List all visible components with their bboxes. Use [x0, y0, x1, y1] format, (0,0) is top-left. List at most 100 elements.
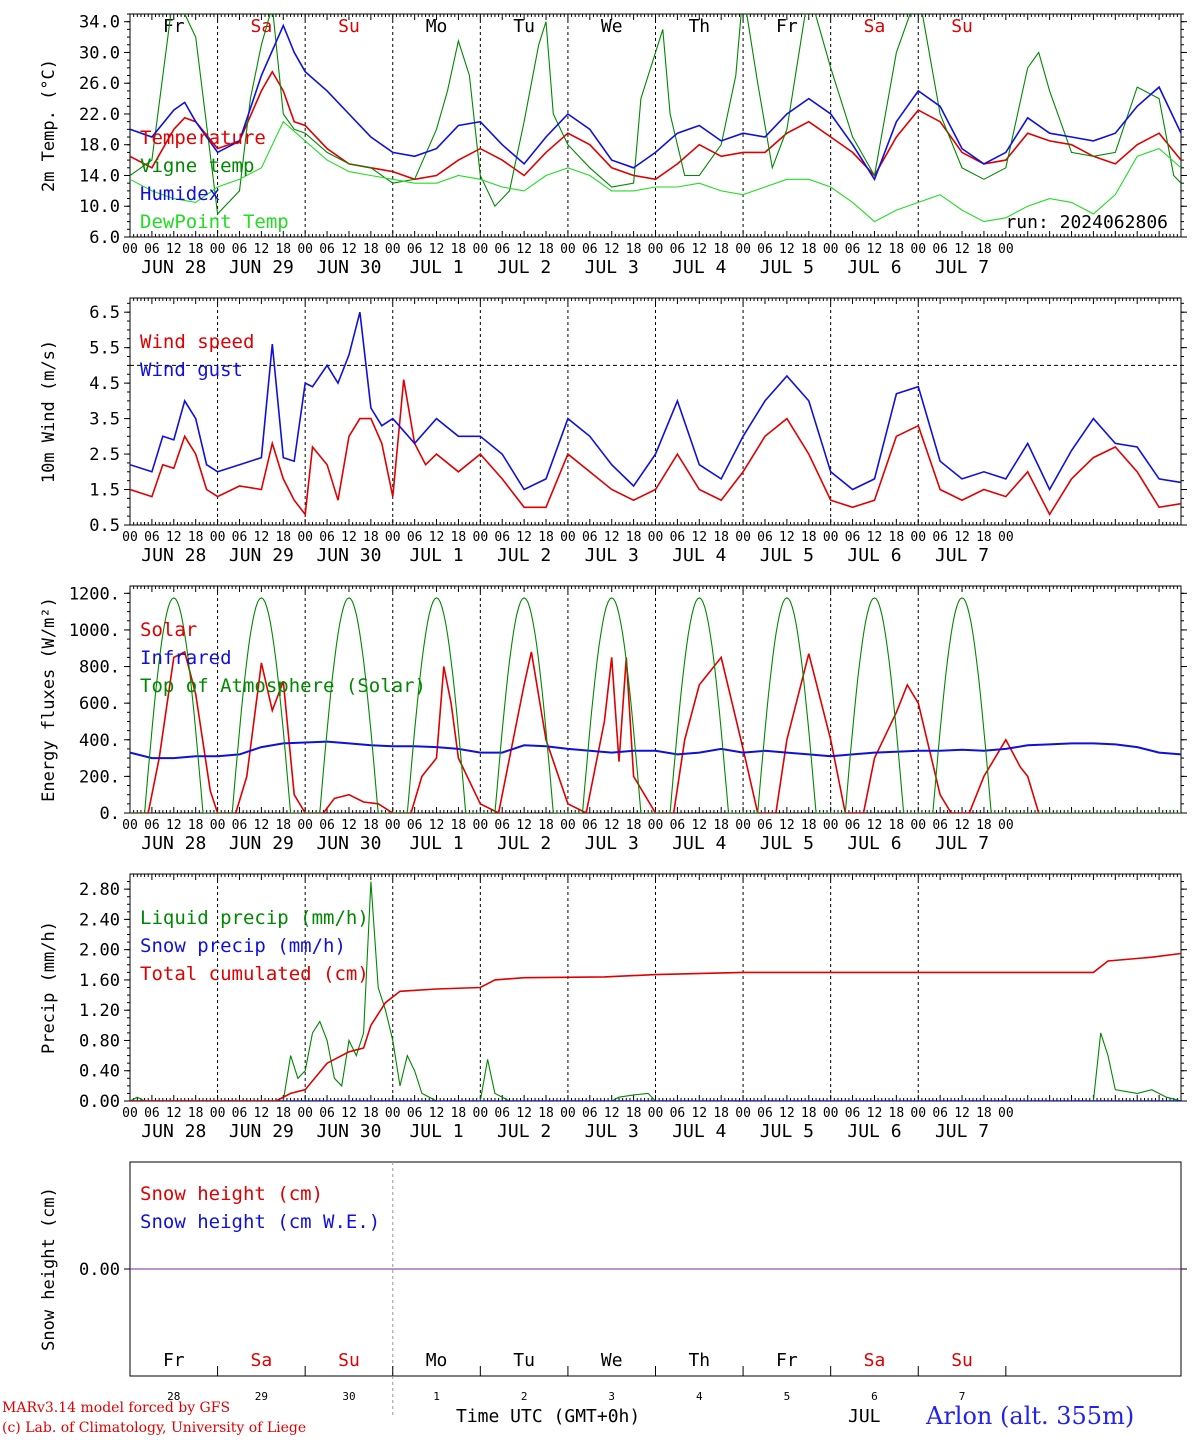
hour-label: 18 [275, 242, 291, 257]
hour-label: 18 [801, 530, 817, 545]
date-label: JUN 29 [229, 1121, 294, 1142]
hour-label: 18 [801, 818, 817, 833]
y-tick-label: 2.00 [79, 941, 120, 961]
hour-label: 12 [166, 530, 182, 545]
y-tick-label: 18.0 [79, 136, 120, 156]
hour-label: 12 [954, 242, 970, 257]
hour-label: 06 [845, 818, 861, 833]
hour-label: 06 [582, 242, 598, 257]
series-wind-speed [130, 379, 1181, 517]
hour-label: 00 [210, 1106, 226, 1121]
hour-label: 18 [713, 818, 729, 833]
hour-label: 12 [867, 1106, 883, 1121]
hour-label: 00 [297, 818, 313, 833]
hour-label: 18 [188, 1106, 204, 1121]
credit-lab: (c) Lab. of Climatology, University of L… [2, 1420, 307, 1436]
hour-label: 06 [232, 1106, 248, 1121]
legend-vigne-temp: Vigne temp [140, 155, 254, 177]
day-of-week-label: Fr [163, 16, 185, 37]
date-label: JUL 1 [409, 257, 463, 278]
date-label: JUL 5 [760, 257, 814, 278]
legend-humidex: Humidex [140, 183, 220, 205]
hour-label: 06 [319, 530, 335, 545]
hour-label: 00 [998, 1106, 1014, 1121]
hour-label: 06 [407, 1106, 423, 1121]
hour-label: 06 [845, 242, 861, 257]
hour-label: 00 [823, 242, 839, 257]
hour-label: 06 [582, 818, 598, 833]
hour-label: 12 [691, 530, 707, 545]
date-label: JUL 6 [847, 1121, 901, 1142]
hour-label: 12 [341, 1106, 357, 1121]
day-of-week-label: Fr [776, 16, 798, 37]
hour-label: 18 [889, 530, 905, 545]
hour-label: 00 [473, 818, 489, 833]
y-tick-label: 600. [79, 694, 120, 714]
hour-label: 00 [385, 818, 401, 833]
hour-label: 06 [144, 242, 160, 257]
series-humidex [130, 23, 1181, 182]
credit-model: MARv3.14 model forced by GFS [2, 1400, 231, 1416]
hour-label: 12 [429, 242, 445, 257]
hour-label: 00 [297, 242, 313, 257]
date-label: JUN 30 [316, 1121, 381, 1142]
hour-label: 18 [713, 1106, 729, 1121]
hour-label: 00 [648, 530, 664, 545]
y-tick-label: 0.00 [79, 1260, 120, 1280]
hour-label: 06 [670, 1106, 686, 1121]
day-number-label: 3 [608, 1390, 615, 1403]
hour-label: 00 [473, 1106, 489, 1121]
date-label: JUL 3 [585, 1121, 639, 1142]
hour-label: 18 [976, 818, 992, 833]
hour-label: 18 [801, 1106, 817, 1121]
hour-label: 00 [648, 1106, 664, 1121]
hour-label: 00 [560, 242, 576, 257]
hour-label: 12 [867, 818, 883, 833]
hour-label: 00 [122, 530, 138, 545]
hour-label: 00 [385, 242, 401, 257]
panel-temp: 00 06 12 18 00 06 12 18 00 06 12 18 00 06 12 18 00 06 12 18… [39, 13, 1187, 278]
legend-snow-height-cm-: Snow height (cm) [140, 1183, 323, 1205]
hour-label: 06 [407, 530, 423, 545]
hour-label: 06 [932, 530, 948, 545]
y-tick-label: 4.5 [89, 374, 120, 394]
hour-label: 00 [210, 242, 226, 257]
hour-label: 12 [341, 818, 357, 833]
y-tick-label: 30.0 [79, 43, 120, 63]
legend-total-cumulated-cm-: Total cumulated (cm) [140, 963, 369, 985]
station-name: Arlon (alt. 355m) [926, 1402, 1135, 1430]
y-tick-label: 6.0 [89, 228, 120, 248]
date-label: JUL 3 [585, 545, 639, 566]
day-number-label: 6 [871, 1390, 878, 1403]
y-tick-label: 0.00 [79, 1092, 120, 1112]
hour-label: 18 [188, 530, 204, 545]
hour-label: 00 [910, 530, 926, 545]
hour-label: 06 [932, 818, 948, 833]
hour-label: 00 [910, 1106, 926, 1121]
day-number-label: 29 [255, 1390, 268, 1403]
hour-label: 18 [363, 530, 379, 545]
hour-label: 18 [363, 242, 379, 257]
hour-label: 06 [494, 1106, 510, 1121]
hour-label: 00 [473, 242, 489, 257]
x-axis-title: Time UTC (GMT+0h) [456, 1406, 641, 1427]
hour-label: 06 [232, 530, 248, 545]
panel-wind: 00 06 12 18 00 06 12 18 00 06 12 18 00 06 12 18 00 06 12 18… [39, 297, 1187, 566]
hour-label: 06 [932, 1106, 948, 1121]
y-tick-label: 2.40 [79, 910, 120, 930]
series-solar [130, 650, 1040, 813]
date-label: JUN 30 [316, 833, 381, 854]
day-number-label: 4 [696, 1390, 703, 1403]
hour-label: 18 [275, 1106, 291, 1121]
day-of-week-label: Fr [776, 1350, 798, 1371]
hour-label: 06 [144, 818, 160, 833]
day-of-week-label: Sa [864, 16, 886, 37]
y-tick-label: 1.5 [89, 481, 120, 501]
hour-label: 18 [889, 818, 905, 833]
hour-label: 06 [407, 242, 423, 257]
hour-label: 06 [757, 242, 773, 257]
y-tick-label: 0.5 [89, 516, 120, 536]
date-label: JUL 6 [847, 545, 901, 566]
hour-label: 12 [166, 242, 182, 257]
